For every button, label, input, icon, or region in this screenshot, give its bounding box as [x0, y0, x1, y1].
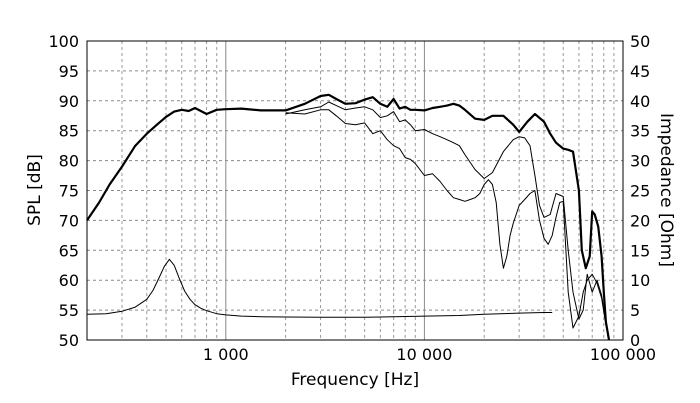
y-tick-right: 20 [630, 211, 650, 230]
y-axis-left-title: SPL [dB] [25, 154, 45, 226]
y-tick-right: 25 [630, 182, 650, 201]
spl-line-2 [285, 101, 607, 323]
y-tick-right: 30 [630, 152, 650, 171]
y-tick-left: 60 [59, 271, 79, 290]
grid [87, 41, 623, 340]
x-axis-title: Frequency [Hz] [291, 370, 419, 390]
y-tick-left: 85 [59, 122, 79, 141]
tick-labels: 50 55 60 65 70 75 80 85 90 95 100 0 5 10 15 20 25 30 35 40 4… [48, 32, 656, 364]
y-tick-left: 70 [59, 211, 79, 230]
impedance-line [86, 258, 553, 318]
y-tick-left: 55 [59, 301, 79, 320]
y-tick-right: 50 [630, 32, 650, 51]
plot-frame [86, 40, 624, 341]
y-tick-right: 10 [630, 271, 650, 290]
series-group [86, 93, 611, 341]
spl-line-1 [86, 93, 611, 341]
y-tick-left: 80 [59, 152, 79, 171]
y-tick-left: 100 [48, 32, 79, 51]
x-tick: 1 000 [203, 345, 249, 364]
x-tick: 10 000 [396, 345, 452, 364]
y-tick-left: 90 [59, 92, 79, 111]
y-tick-left: 75 [59, 182, 79, 201]
spl-line-3 [285, 109, 607, 329]
y-axis-right-title: Impedance [Ohm] [656, 113, 676, 267]
x-tick: 100 000 [590, 345, 656, 364]
y-tick-right: 45 [630, 62, 650, 81]
y-tick-right: 0 [630, 331, 640, 350]
y-tick-left: 95 [59, 62, 79, 81]
y-tick-left: 50 [59, 331, 79, 350]
y-tick-right: 35 [630, 122, 650, 141]
y-tick-right: 5 [630, 301, 640, 320]
y-tick-right: 15 [630, 241, 650, 260]
y-tick-right: 40 [630, 92, 650, 111]
y-tick-left: 65 [59, 241, 79, 260]
